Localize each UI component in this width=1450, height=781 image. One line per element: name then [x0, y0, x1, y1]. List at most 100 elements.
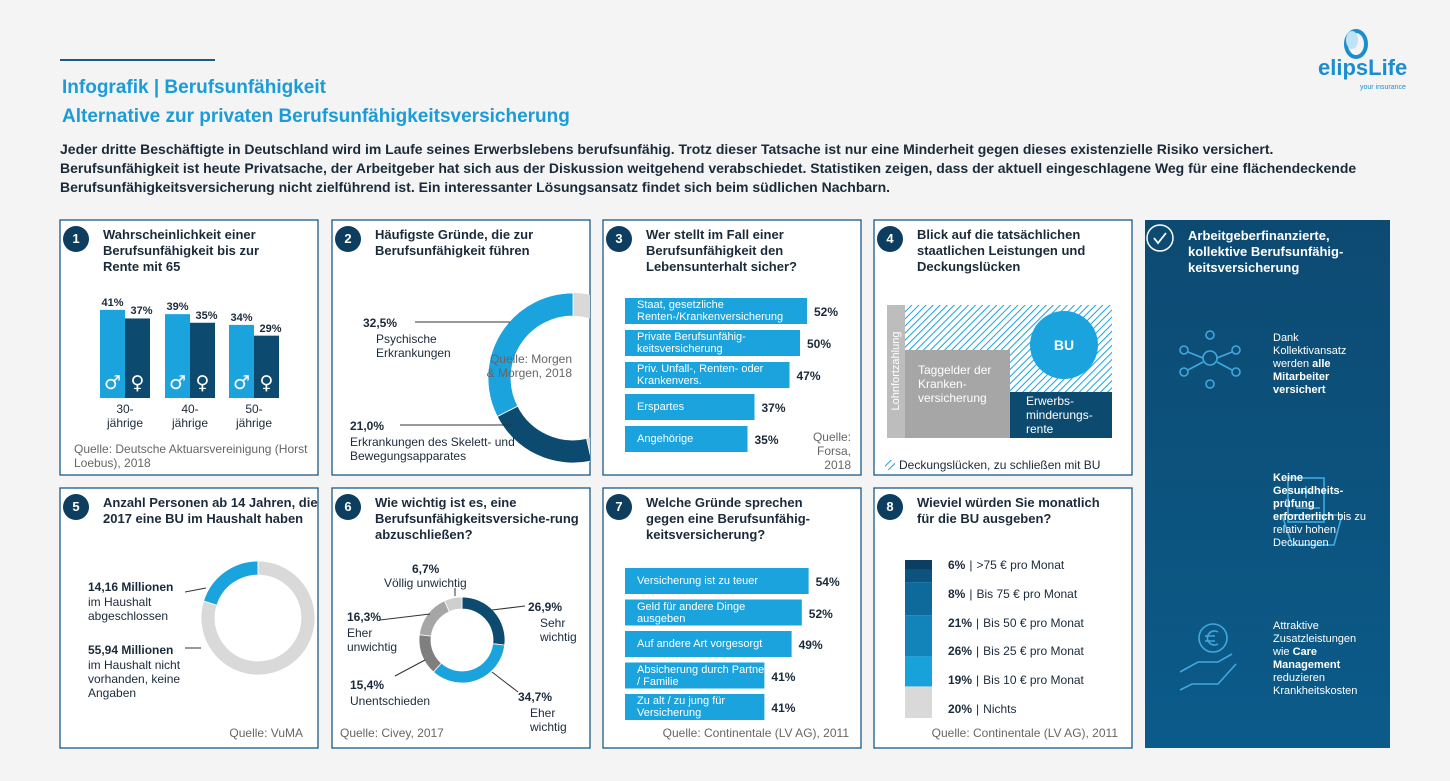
bar — [625, 362, 790, 388]
block-label: BU — [1053, 337, 1075, 353]
panel-number: 7 — [615, 499, 623, 514]
value-label: 47% — [796, 369, 821, 383]
category-label: Psychische Erkrankungen — [376, 332, 451, 360]
intro-text: Jeder dritte Beschäftigte in Deutschland… — [60, 141, 1357, 195]
source: Quelle: Civey, 2017 — [340, 726, 444, 740]
legend-swatch — [885, 460, 895, 470]
donut — [487, 292, 590, 464]
panel-title: Welche Gründe sprechen gegen eine Berufs… — [646, 495, 810, 542]
bar — [625, 694, 765, 720]
category-label: Eher unwichtig — [347, 626, 398, 654]
category-label: Nichts — [983, 702, 1017, 716]
category-label: Bis 75 € pro Monat — [976, 586, 1078, 601]
value-label: 21,0% — [350, 419, 385, 433]
value-label: 29% — [259, 322, 282, 335]
bar-label: Zu alt / zu jung für Versicherung — [637, 695, 726, 719]
source: Quelle: Morgen & Morgen, 2018 — [486, 352, 572, 380]
separator: | — [976, 644, 980, 659]
panel-title: Anzahl Personen ab 14 Jahren, die 2017 e… — [103, 495, 318, 526]
leader-line — [491, 605, 526, 611]
panel-number-badge — [606, 494, 632, 520]
bar — [625, 394, 755, 420]
category-label: Bis 50 € pro Monat — [983, 615, 1084, 630]
bar-label: Erspartes — [637, 401, 685, 413]
category-label: im Haushalt nicht vorhanden, keine Angab… — [88, 658, 181, 700]
sidebar-text: Dank Kollektivansatz werden — [1273, 332, 1347, 370]
donut-slice — [496, 405, 590, 464]
value-label: 15,4% — [350, 678, 385, 692]
value-label: 50% — [807, 337, 832, 351]
bar-segment — [905, 560, 932, 570]
bar — [625, 631, 792, 657]
bar — [625, 662, 765, 689]
bar — [625, 298, 807, 324]
value-label: 55,94 Millionen — [88, 643, 174, 657]
value-label: 21% — [948, 615, 973, 630]
panel-frame — [331, 487, 591, 749]
bar — [229, 324, 254, 398]
x-tick-label: 40-jährige — [171, 402, 209, 430]
sidebar-text: Keine Gesundheits-prüfung erforderlich — [1273, 472, 1344, 523]
bar — [254, 335, 279, 398]
value-label: 39% — [166, 301, 189, 314]
logo: elipsLife — [1318, 55, 1408, 80]
value-label: 16,3% — [347, 610, 382, 624]
value-label: 19% — [948, 673, 973, 688]
panel-frame — [59, 487, 319, 749]
bar-label: Versicherung ist zu teuer — [637, 575, 759, 587]
panel-number-badge — [335, 494, 361, 520]
panel-number: 1 — [72, 231, 80, 246]
source: Quelle: Forsa, 2018 — [812, 430, 851, 472]
block-lohnfortzahlung — [887, 305, 905, 438]
panel-title: Blick auf die tatsächlichen staatlichen … — [917, 227, 1086, 274]
icon-document — [1280, 477, 1344, 546]
separator: | — [969, 558, 973, 572]
legend-row: 20% | Nichts — [948, 702, 1021, 716]
category-label: >75 € pro Monat — [976, 558, 1065, 572]
sidebar-text: bis zu relativ hohen Deckungen — [1273, 511, 1366, 549]
value-label: 6,7% — [412, 562, 440, 576]
donut — [200, 560, 316, 676]
panel-number-badge — [63, 226, 89, 252]
value-label: 37% — [130, 305, 153, 318]
value-label: 52% — [814, 305, 839, 319]
block-label: Lohnfortzahlung — [890, 331, 902, 411]
legend-row: 21% | Bis 50 € pro Monat — [948, 616, 1088, 630]
sidebar-text: reduzieren Krankheitskosten — [1273, 672, 1358, 697]
sidebar-text: alle Mitarbeiter versichert — [1273, 358, 1331, 396]
value-label: 34% — [230, 311, 253, 324]
panel-number: 8 — [886, 499, 894, 514]
bar-label: Staat, gesetzliche Renten-/Krankenversic… — [637, 299, 784, 323]
block-taggelder — [905, 350, 1010, 438]
donut-slice — [443, 596, 463, 613]
bar-segment — [905, 569, 932, 583]
source: Quelle: Deutsche Aktuarsvereinigung (Hor… — [74, 442, 308, 470]
donut-slice — [487, 292, 574, 418]
panel-frame — [331, 219, 591, 476]
leader-line — [491, 671, 519, 693]
value-label: 52% — [808, 606, 833, 621]
source: Quelle: Continentale (LV AG), 2011 — [662, 726, 849, 740]
value-label: 14,16 Millionen — [88, 580, 174, 594]
value-label: 35% — [754, 433, 779, 447]
header-subtitle: Alternative zur privaten Berufsunfähigke… — [62, 106, 570, 127]
bar — [625, 330, 800, 356]
block-label: Taggelder der Kranken-versicherung — [918, 363, 992, 405]
logo-mark — [1344, 29, 1368, 59]
bar-label: Priv. Unfall-, Renten- oder Krankenvers. — [637, 363, 764, 387]
value-label: 41% — [101, 296, 124, 309]
icon-hand-coin — [1179, 623, 1237, 691]
leader-line — [394, 659, 426, 677]
bar — [625, 568, 809, 594]
panel-number-badge — [63, 494, 89, 520]
sidebar-item: Keine Gesundheits-prüfung erforderlich b… — [1273, 472, 1368, 550]
icon-people — [1179, 330, 1241, 389]
sidebar-item: Attraktive Zusatzleistungen wie Care Man… — [1273, 620, 1368, 698]
x-tick-label: 50-jährige — [235, 402, 273, 430]
panel-title: Wie wichtig ist es, eine Berufsunfähigke… — [375, 495, 579, 542]
category-label: Sehr wichtig — [540, 616, 577, 644]
bar-label: Geld für andere Dinge ausgeben — [637, 600, 746, 625]
panel-number: 4 — [886, 231, 894, 246]
bar — [625, 426, 748, 452]
bar — [165, 314, 190, 398]
